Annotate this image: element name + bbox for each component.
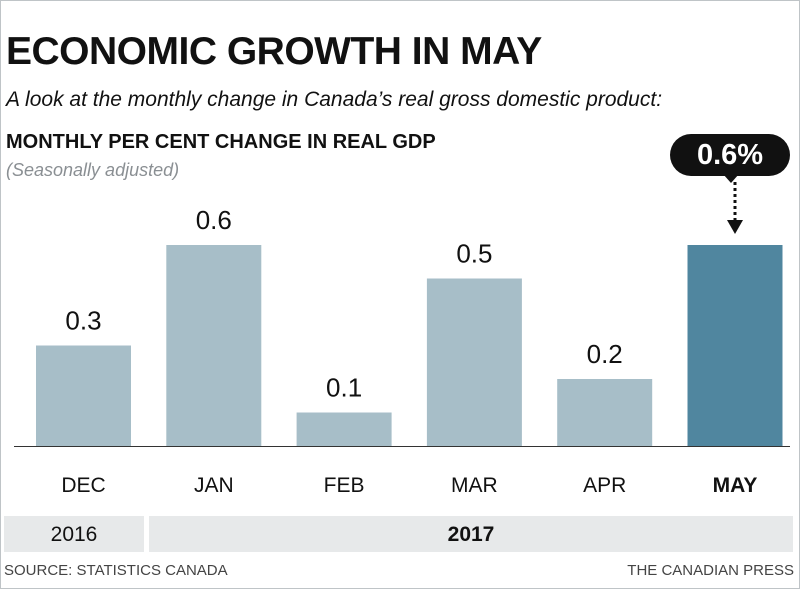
page-subtitle: A look at the monthly change in Canada’s… (6, 88, 663, 111)
source-note: SOURCE: STATISTICS CANADA (4, 562, 228, 579)
x-tick-feb: FEB (323, 474, 365, 497)
bar-jan (166, 245, 262, 446)
bar-chart: 0.3 0.6 0.1 0.5 0.2 (14, 182, 790, 447)
page-title: ECONOMIC GROWTH IN MAY (6, 30, 542, 73)
year-2017-label: 2017 (149, 516, 793, 552)
data-label-feb: 0.1 (326, 373, 362, 403)
credit-note: THE CANADIAN PRESS (627, 562, 794, 579)
bar-apr (557, 379, 653, 446)
bar-may (687, 245, 783, 446)
x-tick-mar: MAR (451, 474, 498, 497)
callout-arrowhead (727, 220, 743, 234)
data-label-mar: 0.5 (456, 239, 492, 269)
x-tick-dec: DEC (61, 474, 106, 497)
bar-mar (426, 278, 522, 446)
chart-note: (Seasonally adjusted) (6, 160, 180, 180)
data-label-dec: 0.3 (65, 306, 101, 336)
bar-feb (296, 412, 392, 446)
chart-title: MONTHLY PER CENT CHANGE IN REAL GDP (6, 131, 436, 153)
callout-pointer (723, 174, 739, 183)
x-tick-apr: APR (583, 474, 627, 497)
highlight-callout: 0.6% (670, 134, 790, 176)
bar-dec (36, 345, 131, 446)
year-2016-label: 2016 (4, 516, 144, 552)
x-tick-jan: JAN (193, 474, 234, 497)
x-tick-may: MAY (712, 474, 758, 497)
data-label-jan: 0.6 (196, 205, 232, 235)
data-label-apr: 0.2 (587, 339, 623, 369)
